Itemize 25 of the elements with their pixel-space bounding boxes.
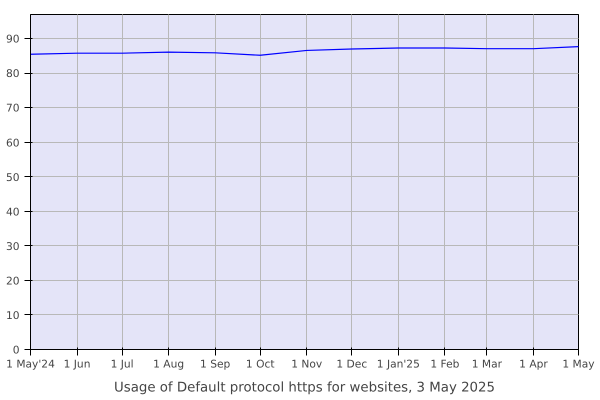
x-tick-label: 1 Aug [153,358,184,370]
y-tick-label: 80 [6,67,20,80]
x-tick-label: 1 Dec [336,358,368,370]
y-tick-label: 50 [6,170,20,184]
y-tick-label: 20 [6,274,20,288]
x-tick-label: 1 Mar [472,358,503,370]
y-tick-label: 70 [6,102,20,115]
y-tick-label: 40 [6,205,20,218]
x-tick-label: 1 Jan'25 [376,358,420,370]
y-tick-label: 90 [6,32,20,46]
x-tick-label: 1 May'24 [6,358,56,370]
x-tick-label: 1 Feb [430,358,460,370]
x-tick-label: 1 Apr [519,358,548,370]
y-tick-label: 30 [6,240,20,253]
x-tick-label: 1 May [562,358,595,370]
y-tick-label: 0 [12,344,20,356]
y-tick-label: 60 [6,136,20,150]
line-series [30,46,578,56]
y-tick-label: 10 [6,308,20,322]
text: Usage of Default protocol https for websites, 3 May 2025 [114,380,495,396]
x-tick-label: 1 Sep [200,358,231,370]
x-tick-label: 1 Nov [291,358,322,370]
x-tick-label: 1 Oct [246,358,275,370]
x-tick-label: 1 Jul [110,358,134,370]
x-tick-label: 1 Jun [64,358,90,370]
